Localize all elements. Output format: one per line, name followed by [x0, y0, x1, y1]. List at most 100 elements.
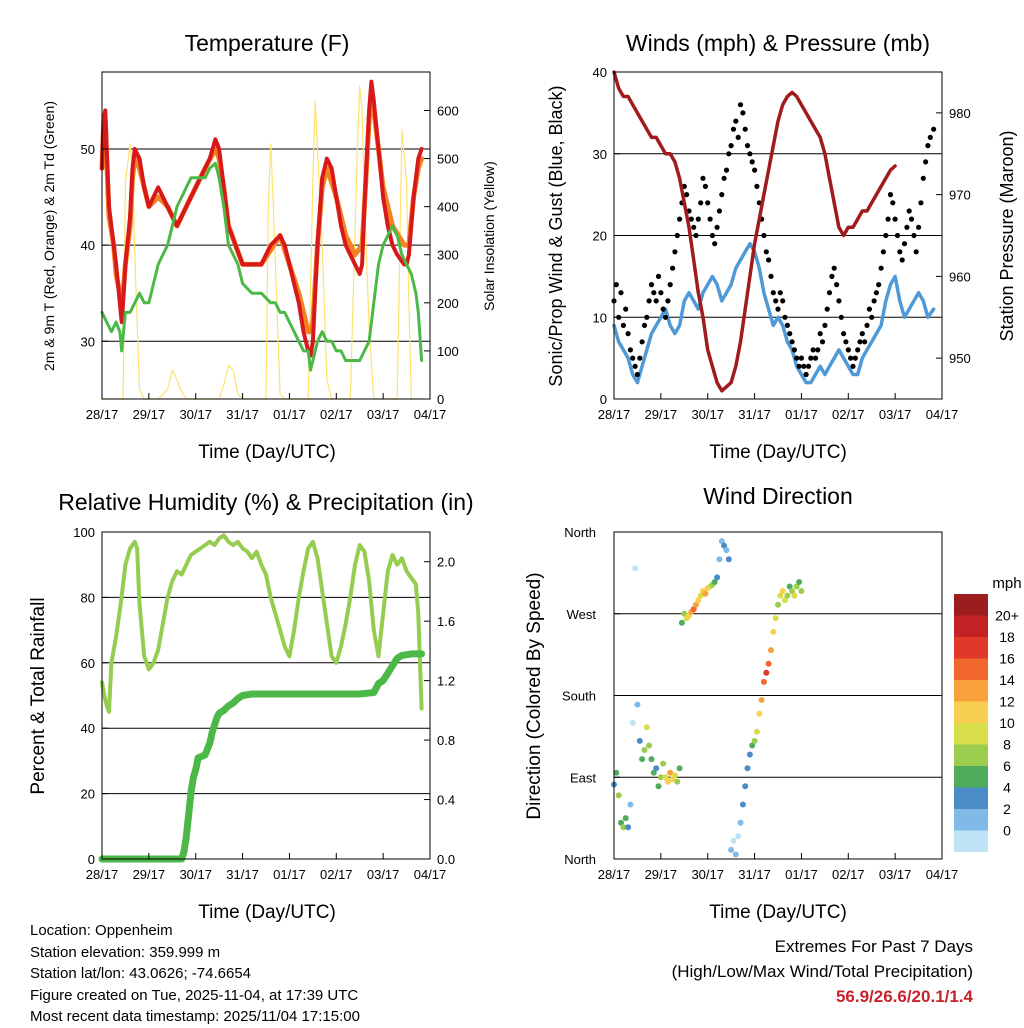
- wind-direction-point: [730, 837, 737, 844]
- temperature-right-tick-label: 0: [437, 392, 444, 407]
- wind-direction-point: [798, 588, 805, 594]
- gust-point: [665, 298, 671, 304]
- gust-point: [812, 355, 819, 361]
- rh-panel: Relative Humidity (%) & Precipitation (i…: [28, 489, 474, 923]
- winds-x-ticks: 28/17 29/17 30/17 31/17 01/17 02/17 03/17 04/17: [598, 393, 959, 422]
- wind-direction-point: [671, 772, 678, 779]
- recent-timestamp: Most recent data timestamp: 2025/11/04 1…: [30, 1008, 360, 1025]
- temperature-xtick-label: 02/17: [320, 407, 353, 422]
- wind-direction-point: [779, 588, 786, 594]
- gust-point: [653, 298, 659, 304]
- rh-y-ticks: 0 20 40 60 80 100: [73, 525, 108, 867]
- rh-right-tick-label: 1.6: [437, 614, 455, 629]
- winds-left-tick-label: 40: [593, 65, 607, 80]
- temperature-right-tick-label: 500: [437, 152, 459, 167]
- gust-point: [911, 232, 917, 239]
- gust-point: [789, 339, 795, 345]
- gust-point: [672, 249, 678, 255]
- temperature-y2label: Solar Insolation (Yellow): [481, 161, 497, 311]
- winds-xtick-label: 30/17: [691, 407, 724, 422]
- gust-point: [770, 290, 776, 296]
- wind-direction-point: [636, 737, 643, 744]
- gust-point: [667, 282, 673, 288]
- gust-point: [829, 273, 835, 279]
- gust-point: [684, 192, 690, 198]
- rh-right-tick-label: 2.0: [437, 555, 455, 570]
- wind-direction-point: [641, 747, 648, 753]
- colorbar-swatch: [954, 637, 988, 659]
- gust-point: [723, 167, 730, 173]
- wind-direction-point: [789, 588, 796, 594]
- colorbar-label: 20+: [995, 608, 1019, 624]
- rh-series: [98, 533, 426, 863]
- gust-point: [719, 192, 725, 198]
- gust-point: [747, 151, 753, 157]
- wdir-tick-label: South: [562, 689, 596, 704]
- gust-point: [709, 232, 716, 239]
- winds-xtick-label: 04/17: [926, 407, 959, 422]
- wind-direction-point: [697, 592, 704, 599]
- wind-direction-point: [728, 846, 735, 853]
- gust-point: [880, 249, 887, 255]
- temperature-right-tick-label: 600: [437, 103, 459, 118]
- gust-point: [859, 331, 865, 337]
- gust-point: [627, 347, 634, 353]
- gust-point: [691, 224, 697, 230]
- wind-direction-point: [760, 678, 767, 685]
- wind-speed-colorbar: 20+ 18 16 14 12 10 8 6 4 2 0: [954, 594, 1019, 852]
- rh-right-tick-label: 0.0: [437, 852, 455, 867]
- gust-point: [803, 371, 809, 378]
- station-elevation: Station elevation: 359.999 m: [30, 943, 221, 961]
- gust-point: [916, 224, 922, 230]
- wdir-xlabel: Time (Day/UTC): [709, 902, 847, 923]
- colorbar-swatch: [954, 830, 988, 852]
- rh-xtick-label: 01/17: [273, 867, 306, 882]
- wind-direction-point: [618, 819, 624, 826]
- gust-point: [845, 347, 851, 353]
- wind-direction-point: [634, 701, 641, 708]
- gust-point: [904, 224, 910, 230]
- gust-point: [892, 216, 898, 222]
- wind-direction-point: [777, 592, 784, 599]
- gust-point: [648, 282, 655, 288]
- wind-speed-line: [612, 241, 936, 385]
- gust-point: [866, 306, 873, 312]
- rh-xtick-label: 02/17: [320, 867, 353, 882]
- wind-direction-point: [702, 590, 709, 597]
- gust-point: [848, 355, 854, 361]
- wind-direction-point: [793, 583, 800, 590]
- temperature-xtick-label: 29/17: [133, 407, 166, 422]
- rh-xtick-label: 28/17: [86, 867, 119, 882]
- wdir-xtick-label: 29/17: [645, 867, 678, 882]
- extremes-values: 56.9/26.6/20.1/1.4: [835, 987, 973, 1006]
- colorbar-swatch: [954, 658, 988, 680]
- temperature-xtick-label: 04/17: [414, 407, 447, 422]
- gust-point: [630, 355, 636, 361]
- gust-point: [787, 331, 793, 337]
- winds-right-tick-label: 950: [949, 351, 971, 366]
- rh-right-tick-label: 1.2: [437, 674, 455, 689]
- winds-xtick-label: 28/17: [598, 407, 631, 422]
- gust-point: [761, 232, 767, 239]
- gust-point: [695, 216, 701, 222]
- rh-left-tick-label: 60: [81, 656, 95, 671]
- gust-point: [852, 355, 858, 361]
- rh-xtick-label: 29/17: [133, 867, 166, 882]
- gust-point: [716, 208, 723, 214]
- colorbar-label: 16: [999, 651, 1015, 667]
- gust-point: [920, 175, 926, 181]
- winds-right-tick-label: 970: [949, 188, 971, 203]
- colorbar-swatch: [954, 701, 988, 723]
- gust-point: [670, 265, 676, 271]
- gust-point: [906, 208, 912, 214]
- gust-point: [815, 347, 821, 353]
- gust-point: [878, 265, 884, 271]
- gust-point: [894, 232, 901, 239]
- colorbar-swatch: [954, 766, 988, 788]
- station-latlon: Station lat/lon: 43.0626; -74.6654: [30, 965, 252, 982]
- wind-direction-point: [786, 583, 793, 590]
- rh-left-tick-label: 80: [81, 590, 95, 605]
- winds-xtick-label: 02/17: [832, 407, 865, 422]
- gust-point: [918, 200, 924, 206]
- gust-point: [925, 143, 931, 149]
